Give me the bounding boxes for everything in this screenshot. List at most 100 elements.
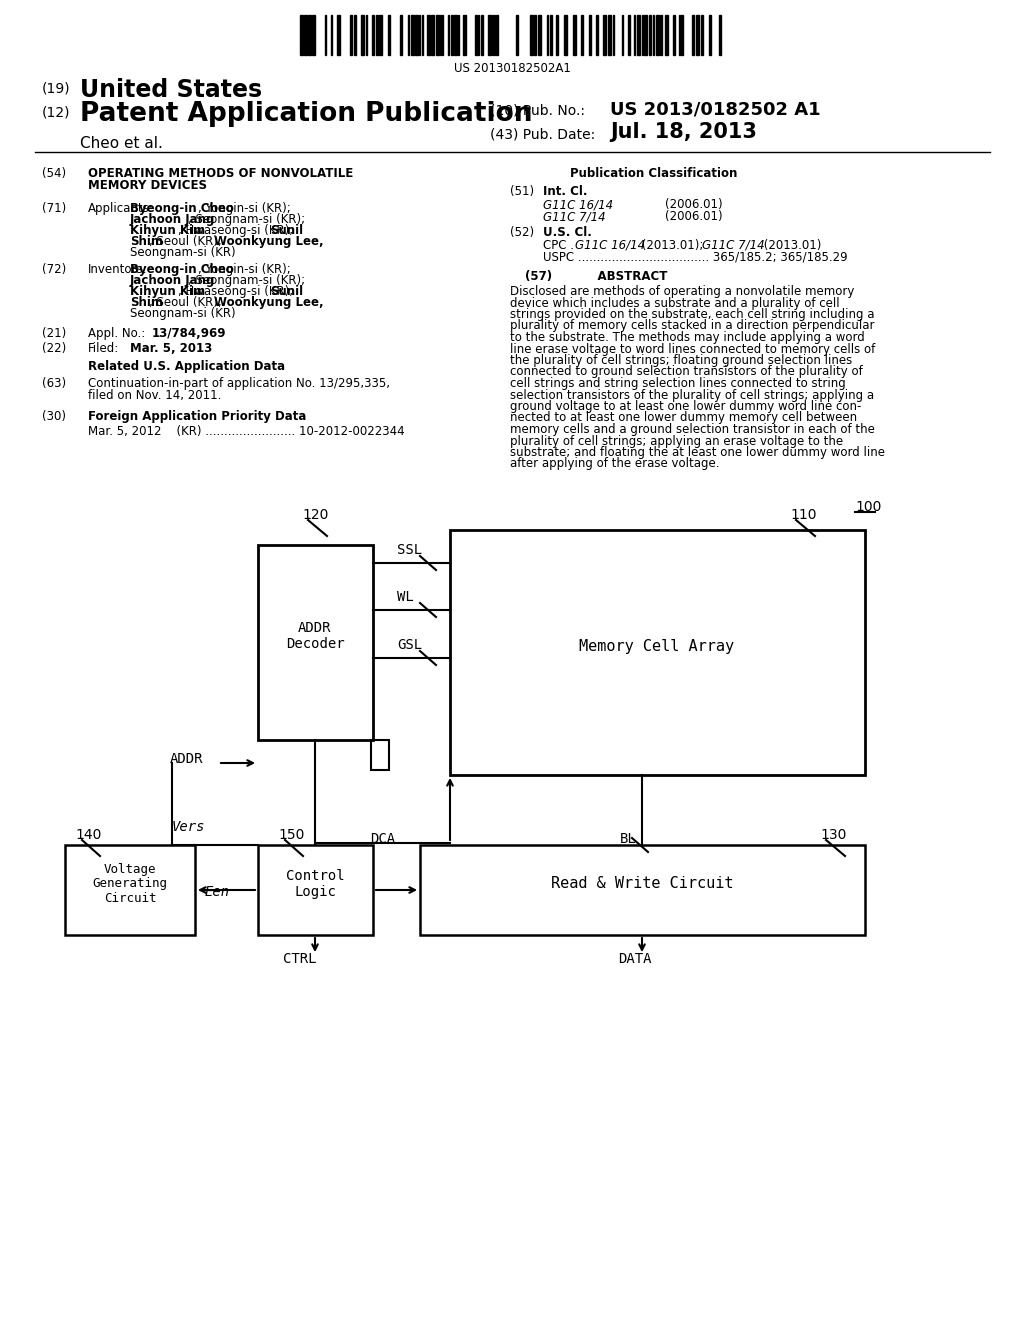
Bar	[354, 15, 356, 55]
Text: Mar. 5, 2012    (KR) ........................ 10-2012-0022344: Mar. 5, 2012 (KR) ......................…	[88, 425, 404, 438]
Bar	[304, 15, 307, 55]
Text: filed on Nov. 14, 2011.: filed on Nov. 14, 2011.	[88, 389, 221, 403]
Text: Shim: Shim	[130, 235, 163, 248]
Bar	[550, 15, 552, 55]
Text: (21): (21)	[42, 327, 67, 341]
Bar	[488, 15, 490, 55]
Bar	[516, 15, 518, 55]
Text: device which includes a substrate and a plurality of cell: device which includes a substrate and a …	[510, 297, 840, 309]
Bar	[596, 15, 598, 55]
Text: ADDR: ADDR	[170, 752, 204, 766]
Bar	[400, 15, 402, 55]
Bar	[454, 15, 457, 55]
Text: nected to at least one lower dummy memory cell between: nected to at least one lower dummy memor…	[510, 412, 857, 425]
Bar	[538, 15, 541, 55]
Text: CTRL: CTRL	[284, 952, 316, 966]
Text: (51): (51)	[510, 185, 535, 198]
Text: ADDR
Decoder: ADDR Decoder	[286, 620, 344, 651]
Bar	[692, 15, 694, 55]
Text: Read & Write Circuit: Read & Write Circuit	[551, 876, 733, 891]
Text: Memory Cell Array: Memory Cell Array	[580, 639, 734, 653]
Text: DCA: DCA	[370, 832, 395, 846]
Text: GSL: GSL	[397, 638, 422, 652]
Text: G11C 16/14: G11C 16/14	[543, 198, 613, 211]
Text: Mar. 5, 2013: Mar. 5, 2013	[130, 342, 212, 355]
Bar	[420, 845, 865, 935]
Text: (52): (52)	[510, 226, 535, 239]
Bar	[481, 15, 483, 55]
Text: Inventors:: Inventors:	[88, 263, 147, 276]
Text: connected to ground selection transistors of the plurality of: connected to ground selection transistor…	[510, 366, 863, 379]
Text: (2013.01);: (2013.01);	[638, 239, 708, 252]
Text: 110: 110	[790, 508, 816, 521]
Text: Applicants:: Applicants:	[88, 202, 154, 215]
Bar	[450, 531, 865, 775]
Text: , Hwaseong-si (KR);: , Hwaseong-si (KR);	[178, 224, 298, 238]
Bar	[637, 15, 640, 55]
Text: Cheo et al.: Cheo et al.	[80, 136, 163, 150]
Bar	[701, 15, 703, 55]
Text: G11C 7/14: G11C 7/14	[702, 239, 765, 252]
Text: Seongnam-si (KR): Seongnam-si (KR)	[130, 308, 236, 319]
Text: Foreign Application Priority Data: Foreign Application Priority Data	[88, 411, 306, 422]
Text: plurality of cell strings; applying an erase voltage to the: plurality of cell strings; applying an e…	[510, 434, 843, 447]
Bar	[258, 545, 373, 741]
Text: memory cells and a ground selection transistor in each of the: memory cells and a ground selection tran…	[510, 422, 874, 436]
Text: Related U.S. Application Data: Related U.S. Application Data	[88, 360, 285, 374]
Text: Shim: Shim	[130, 296, 163, 309]
Text: strings provided on the substrate, each cell string including a: strings provided on the substrate, each …	[510, 308, 874, 321]
Text: (72): (72)	[42, 263, 67, 276]
Text: Filed:: Filed:	[88, 342, 119, 355]
Text: US 2013/0182502 A1: US 2013/0182502 A1	[610, 100, 820, 117]
Bar	[603, 15, 606, 55]
Bar	[573, 15, 575, 55]
Text: substrate; and floating the at least one lower dummy word line: substrate; and floating the at least one…	[510, 446, 885, 459]
Bar	[361, 15, 364, 55]
Bar	[388, 15, 390, 55]
Bar	[530, 15, 534, 55]
Text: 13/784,969: 13/784,969	[152, 327, 226, 341]
Bar	[665, 15, 668, 55]
Text: Patent Application Publication: Patent Application Publication	[80, 102, 532, 127]
Bar	[350, 15, 352, 55]
Text: 100: 100	[855, 500, 882, 513]
Text: , Seoul (KR);: , Seoul (KR);	[150, 235, 226, 248]
Bar	[372, 15, 374, 55]
Bar	[681, 15, 683, 55]
Text: Seongnam-si (KR): Seongnam-si (KR)	[130, 246, 236, 259]
Text: (54): (54)	[42, 168, 67, 180]
Text: Int. Cl.: Int. Cl.	[543, 185, 588, 198]
Text: Byeong-in Cheo: Byeong-in Cheo	[130, 202, 233, 215]
Text: Voltage
Generating
Circuit: Voltage Generating Circuit	[92, 862, 168, 906]
Bar	[534, 15, 536, 55]
Text: 130: 130	[820, 828, 847, 842]
Text: Sunil: Sunil	[270, 224, 304, 238]
Bar	[496, 15, 498, 55]
Text: G11C 7/14: G11C 7/14	[543, 210, 605, 223]
Bar	[451, 15, 453, 55]
Bar	[312, 15, 315, 55]
Text: selection transistors of the plurality of cell strings; applying a: selection transistors of the plurality o…	[510, 388, 874, 401]
Text: US 20130182502A1: US 20130182502A1	[454, 62, 570, 75]
Text: BL: BL	[620, 832, 637, 846]
Text: ground voltage to at least one lower dummy word line con-: ground voltage to at least one lower dum…	[510, 400, 861, 413]
Text: Continuation-in-part of application No. 13/295,335,: Continuation-in-part of application No. …	[88, 378, 390, 389]
Bar	[258, 845, 373, 935]
Bar	[656, 15, 659, 55]
Text: Woonkyung Lee,: Woonkyung Lee,	[214, 296, 324, 309]
Text: , Seongnam-si (KR);: , Seongnam-si (KR);	[188, 213, 305, 226]
Bar	[719, 15, 721, 55]
Text: Kihyun Kim: Kihyun Kim	[130, 285, 205, 298]
Text: , Yongin-si (KR);: , Yongin-si (KR);	[198, 202, 291, 215]
Text: G11C 16/14: G11C 16/14	[575, 239, 645, 252]
Bar	[660, 15, 662, 55]
Text: (43) Pub. Date:: (43) Pub. Date:	[490, 128, 595, 143]
Text: Een: Een	[205, 884, 230, 899]
Text: 120: 120	[302, 508, 329, 521]
Bar	[337, 15, 340, 55]
Text: cell strings and string selection lines connected to string: cell strings and string selection lines …	[510, 378, 846, 389]
Text: Woonkyung Lee,: Woonkyung Lee,	[214, 235, 324, 248]
Text: Control
Logic: Control Logic	[286, 869, 344, 899]
Bar	[431, 15, 434, 55]
Bar	[628, 15, 630, 55]
